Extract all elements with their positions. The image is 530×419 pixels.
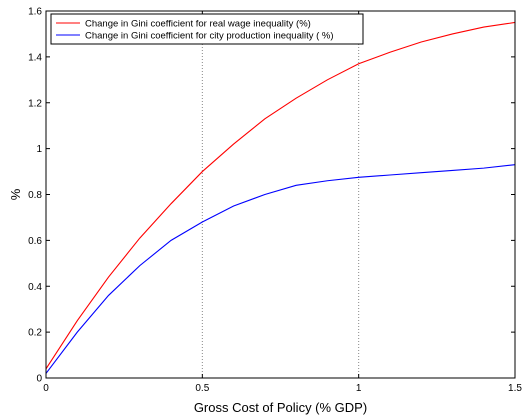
legend: Change in Gini coefficient for real wage… <box>50 13 364 45</box>
y-tick-label-2: 0.4 <box>28 282 42 293</box>
y-tick-label-8: 1.6 <box>28 7 42 18</box>
x-tick-label-2: 1 <box>356 383 362 394</box>
y-tick-label-1: 0.2 <box>28 328 42 339</box>
y-tick-label-6: 1.2 <box>28 98 42 109</box>
x-tick-label-0: 0 <box>43 383 49 394</box>
y-tick-label-7: 1.4 <box>28 52 42 63</box>
plot-area: 0 0.5 1 1.5 0 0.2 0.4 0.6 0.8 1 1.2 1.4 1.6 Change in… <box>28 7 522 395</box>
legend-label-0: Change in Gini coefficient for real wage… <box>85 19 311 30</box>
legend-box <box>50 13 364 45</box>
series-line-1 <box>45 164 516 374</box>
x-axis-label: Gross Cost of Policy (% GDP) <box>194 400 367 415</box>
y-tick-label-4: 0.8 <box>28 190 42 201</box>
series-line-0 <box>45 21 516 370</box>
y-tick-label-3: 0.6 <box>28 236 42 247</box>
y-tick-label-0: 0 <box>36 374 42 385</box>
x-tick-label-3: 1.5 <box>508 383 522 394</box>
legend-label-1: Change in Gini coefficient for city prod… <box>85 31 334 42</box>
y-tick-label-5: 1 <box>36 144 42 155</box>
x-tick-label-1: 0.5 <box>195 383 209 394</box>
y-axis-label: % <box>8 188 23 200</box>
